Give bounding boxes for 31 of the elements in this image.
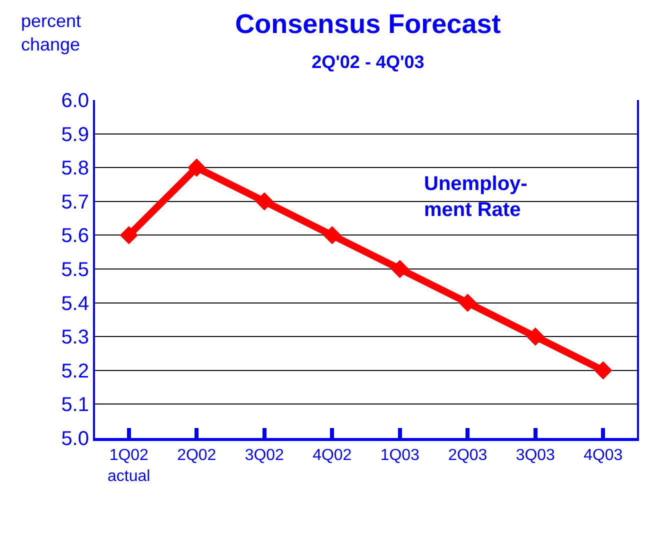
y-tick-label: 5.2: [61, 360, 89, 382]
y-tick-label: 5.0: [61, 428, 89, 450]
y-axis-title: percent change: [21, 11, 82, 54]
annotation: Unemploy- ment Rate: [424, 173, 528, 221]
chart-subtitle: 2Q'02 - 4Q'03: [312, 52, 424, 72]
y-tick-label: 5.5: [61, 259, 89, 281]
y-tick-label: 5.9: [61, 124, 89, 146]
y-tick-label: 5.6: [61, 225, 89, 248]
x-tick-label: 3Q02: [244, 447, 284, 464]
x-tick-label: 2Q02: [177, 447, 216, 464]
x-tick-label: 1Q02 actual: [108, 447, 150, 485]
x-tick-label: 4Q03: [584, 447, 623, 464]
y-tick-label: 5.7: [61, 191, 89, 214]
chart-title: Consensus Forecast: [235, 9, 501, 40]
x-tick-label: 2Q03: [448, 447, 488, 464]
y-tick-label: 6.0: [61, 90, 89, 112]
point: [188, 158, 206, 177]
point: [390, 260, 409, 278]
point: [594, 361, 612, 380]
y-tick-label: 5.4: [61, 292, 89, 315]
x-tick-label: 4Q02: [312, 447, 352, 464]
x-tick-label: 3Q03: [516, 447, 556, 464]
y-tick-label: 5.1: [61, 394, 89, 416]
x-tick-label: 1Q03: [380, 447, 420, 464]
point: [323, 226, 342, 244]
point: [255, 192, 274, 210]
point: [458, 294, 477, 312]
y-tick-label: 5.8: [61, 158, 89, 180]
point: [120, 226, 138, 244]
point: [526, 328, 544, 346]
y-tick-label: 5.3: [61, 326, 89, 349]
